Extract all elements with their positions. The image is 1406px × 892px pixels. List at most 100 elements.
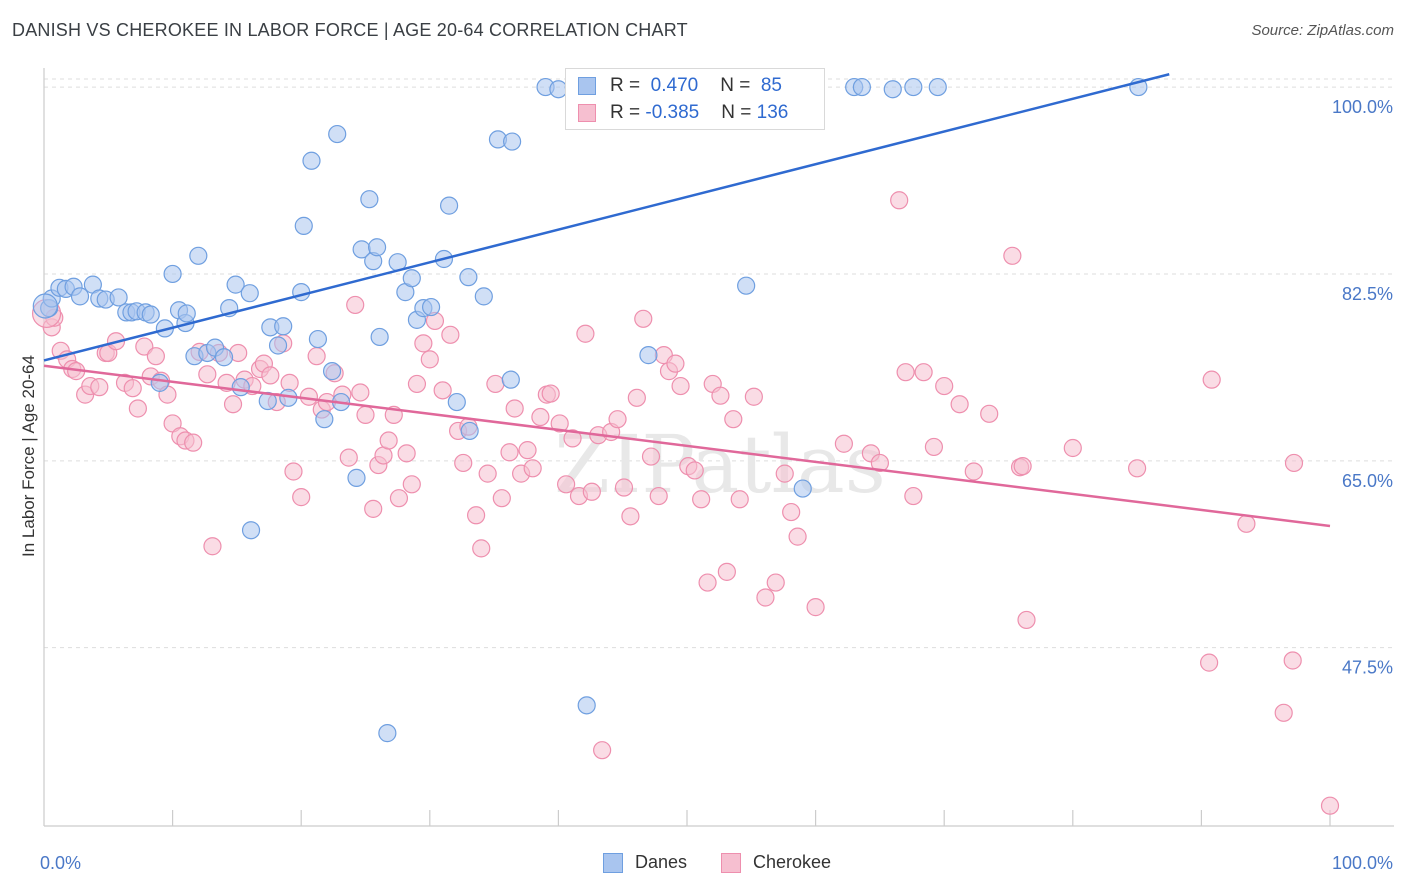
y-tick-label: 82.5%	[1342, 284, 1393, 304]
cherokee-point	[890, 191, 909, 210]
cherokee-point	[518, 441, 537, 460]
danes-point	[370, 327, 389, 347]
y-tick-label: 65.0%	[1342, 471, 1393, 491]
danes-point	[928, 77, 947, 97]
y-axis-label: In Labor Force | Age 20-64	[19, 355, 38, 557]
legend-row-cherokee: R = -0.385 N = 136	[578, 101, 788, 125]
danes-point	[639, 346, 658, 365]
cherokee-point	[356, 405, 375, 424]
cherokee-point	[1013, 457, 1032, 476]
danes-point	[328, 124, 347, 144]
cherokee-point	[433, 381, 452, 400]
cherokee-point	[505, 399, 524, 418]
cherokee-point	[621, 507, 640, 526]
cherokee-point	[472, 539, 491, 558]
danes-point	[322, 362, 342, 381]
axes	[43, 68, 1394, 827]
trend-lines	[43, 73, 1331, 528]
cherokee-point	[292, 488, 311, 507]
cherokee-point	[1274, 703, 1293, 722]
cherokee-point	[924, 437, 944, 457]
danes-point	[378, 724, 397, 743]
danes-point	[503, 132, 522, 151]
cherokee-point	[724, 410, 743, 429]
bottom-legend-swatch-danes	[603, 852, 623, 873]
bottom-legend-label-danes: Danes	[635, 852, 688, 872]
cherokee-point	[692, 490, 711, 509]
cherokee-point	[935, 376, 954, 396]
y-tick-label: 100.0%	[1332, 97, 1393, 117]
cherokee-point	[608, 410, 627, 429]
cherokee-point	[389, 489, 409, 508]
cherokee-point	[500, 443, 519, 462]
cherokee-point	[203, 537, 222, 556]
cherokee-point	[466, 506, 486, 525]
y-tick-label: 47.5%	[1342, 658, 1393, 678]
legend-danes-n-label: N =	[720, 75, 756, 96]
bottom-legend-swatch-cherokee	[721, 852, 741, 873]
danes-point	[474, 287, 493, 306]
danes-points	[32, 77, 1148, 743]
legend-danes-n-value: 85	[755, 75, 782, 96]
cherokee-point	[364, 499, 383, 518]
cherokee-point	[454, 453, 473, 473]
cherokee-point	[486, 374, 505, 394]
cherokee-point	[1284, 453, 1304, 473]
cherokee-point	[351, 383, 370, 402]
cherokee-point	[806, 598, 825, 617]
bottom-legend-label-cherokee: Cherokee	[753, 852, 832, 872]
cherokee-point	[1017, 610, 1036, 630]
danes-point	[302, 151, 321, 170]
cherokee-point	[766, 573, 785, 592]
cherokee-point	[870, 453, 890, 473]
cherokee-point	[261, 366, 280, 385]
danes-point	[240, 284, 259, 303]
cherokee-point	[756, 588, 775, 607]
legend-row-danes: R = 0.470 N = 85	[578, 74, 782, 98]
danes-point	[737, 276, 756, 295]
danes-point	[347, 468, 366, 487]
danes-point	[460, 421, 479, 441]
danes-point	[226, 275, 245, 294]
danes-point	[189, 246, 208, 265]
y-axis-title: In Labor Force | Age 20-64	[19, 355, 38, 557]
danes-point	[447, 392, 466, 412]
cherokee-point	[685, 461, 704, 480]
danes-point	[308, 329, 328, 349]
cherokee-point	[593, 741, 612, 760]
cherokee-point	[346, 295, 365, 315]
cherokee-point	[198, 365, 217, 384]
danes-point	[793, 479, 812, 498]
bottom-legend-cherokee: Cherokee	[721, 852, 831, 873]
cherokee-point	[950, 395, 969, 414]
legend-cherokee-r-value: -0.385	[645, 102, 700, 123]
cherokee-point	[1200, 653, 1219, 672]
danes-point	[214, 348, 234, 367]
cherokee-point	[184, 433, 203, 452]
danes-point	[294, 216, 313, 235]
cherokee-point	[671, 376, 690, 396]
cherokee-point	[744, 387, 763, 406]
cherokee-point	[523, 459, 542, 478]
cherokee-point	[407, 374, 427, 394]
cherokee-point	[223, 395, 243, 414]
cherokee-point	[146, 347, 165, 366]
cherokee-point	[284, 462, 303, 481]
cherokee-point	[711, 386, 730, 405]
cherokee-trend-line	[43, 364, 1331, 528]
danes-point	[852, 77, 871, 97]
legend-danes-r-value: 0.470	[645, 75, 699, 96]
gridlines	[44, 78, 1394, 649]
source-label: Source: ZipAtlas.com	[1251, 22, 1394, 39]
cherokee-point	[717, 562, 736, 581]
cherokee-point	[730, 490, 749, 509]
cherokee-point	[478, 464, 497, 483]
cherokee-point	[914, 363, 933, 382]
danes-point	[150, 373, 169, 392]
legend-cherokee-n-label: N =	[721, 102, 757, 123]
cherokee-point	[379, 431, 398, 450]
cherokee-point	[666, 354, 685, 373]
legend-danes-r-label: R =	[610, 75, 646, 96]
danes-point	[439, 196, 459, 215]
